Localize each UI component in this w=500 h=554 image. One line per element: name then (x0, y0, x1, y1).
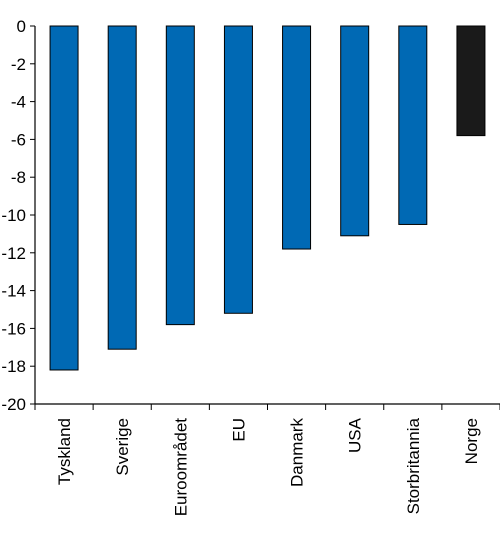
bar-tyskland (49, 25, 79, 371)
bar-danmark (282, 25, 312, 250)
y-tick-label: -18 (1, 357, 26, 376)
y-tick-label: 0 (17, 17, 26, 36)
y-tick-label: -2 (11, 55, 26, 74)
bar-usa (340, 25, 370, 237)
y-ticks-group: 0 -2 -4 -6 -8 -10 -12 -14 -16 -18 -20 (1, 17, 35, 414)
x-labels-group: Tyskland Sverige Euroområdet EU Danmark USA St… (55, 417, 481, 516)
x-tick-label: Sverige (113, 418, 132, 476)
y-tick-label: -10 (1, 206, 26, 225)
y-tick-label: -20 (1, 395, 26, 414)
x-tick-label: Danmark (288, 418, 307, 487)
y-tick-label: -8 (11, 168, 26, 187)
y-tick-label: -6 (11, 130, 26, 149)
x-tick-label: Euroområdet (171, 418, 190, 517)
bars-group (49, 25, 486, 371)
y-tick-label: -16 (1, 319, 26, 338)
y-tick-label: -12 (1, 244, 26, 263)
x-tick-label: Tyskland (55, 418, 74, 485)
x-tick-label: USA (346, 417, 365, 453)
bar-eu (223, 25, 253, 314)
x-tick-label: Norge (462, 418, 481, 464)
bar-norge (456, 25, 486, 137)
x-tick-label: Storbritannia (404, 417, 423, 514)
bar-sverige (107, 25, 137, 350)
bar-euroomr-det (165, 25, 195, 326)
y-tick-label: -4 (11, 93, 26, 112)
x-tick-label: EU (229, 418, 248, 442)
axes-group (34, 26, 500, 410)
y-tick-label: -14 (1, 282, 26, 301)
bar-storbritannia (398, 25, 428, 225)
